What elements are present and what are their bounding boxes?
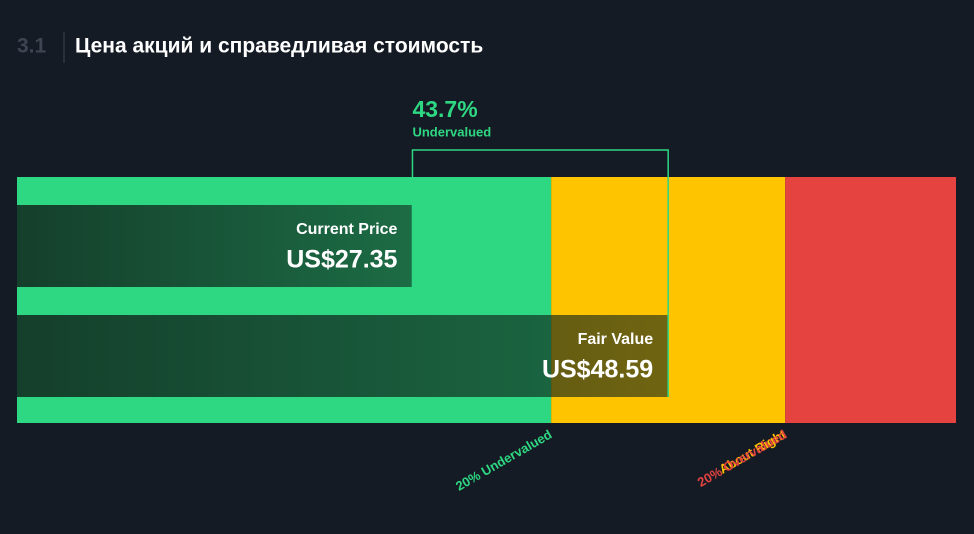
bar-value: US$27.35 (286, 246, 397, 274)
discount-percent: 43.7% (412, 96, 477, 122)
bar-category: Current Price (296, 221, 397, 238)
discount-text: Undervalued (412, 124, 491, 139)
bar-category: Fair Value (578, 331, 654, 348)
discount-bracket (411, 149, 669, 397)
value-bar (17, 315, 669, 397)
bar-value: US$48.59 (542, 356, 653, 384)
chart-title: Цена акций и справедливая стоимость (75, 35, 483, 58)
zone (785, 177, 956, 423)
value-bar (17, 205, 413, 287)
section-number: 3.1 (17, 35, 47, 58)
